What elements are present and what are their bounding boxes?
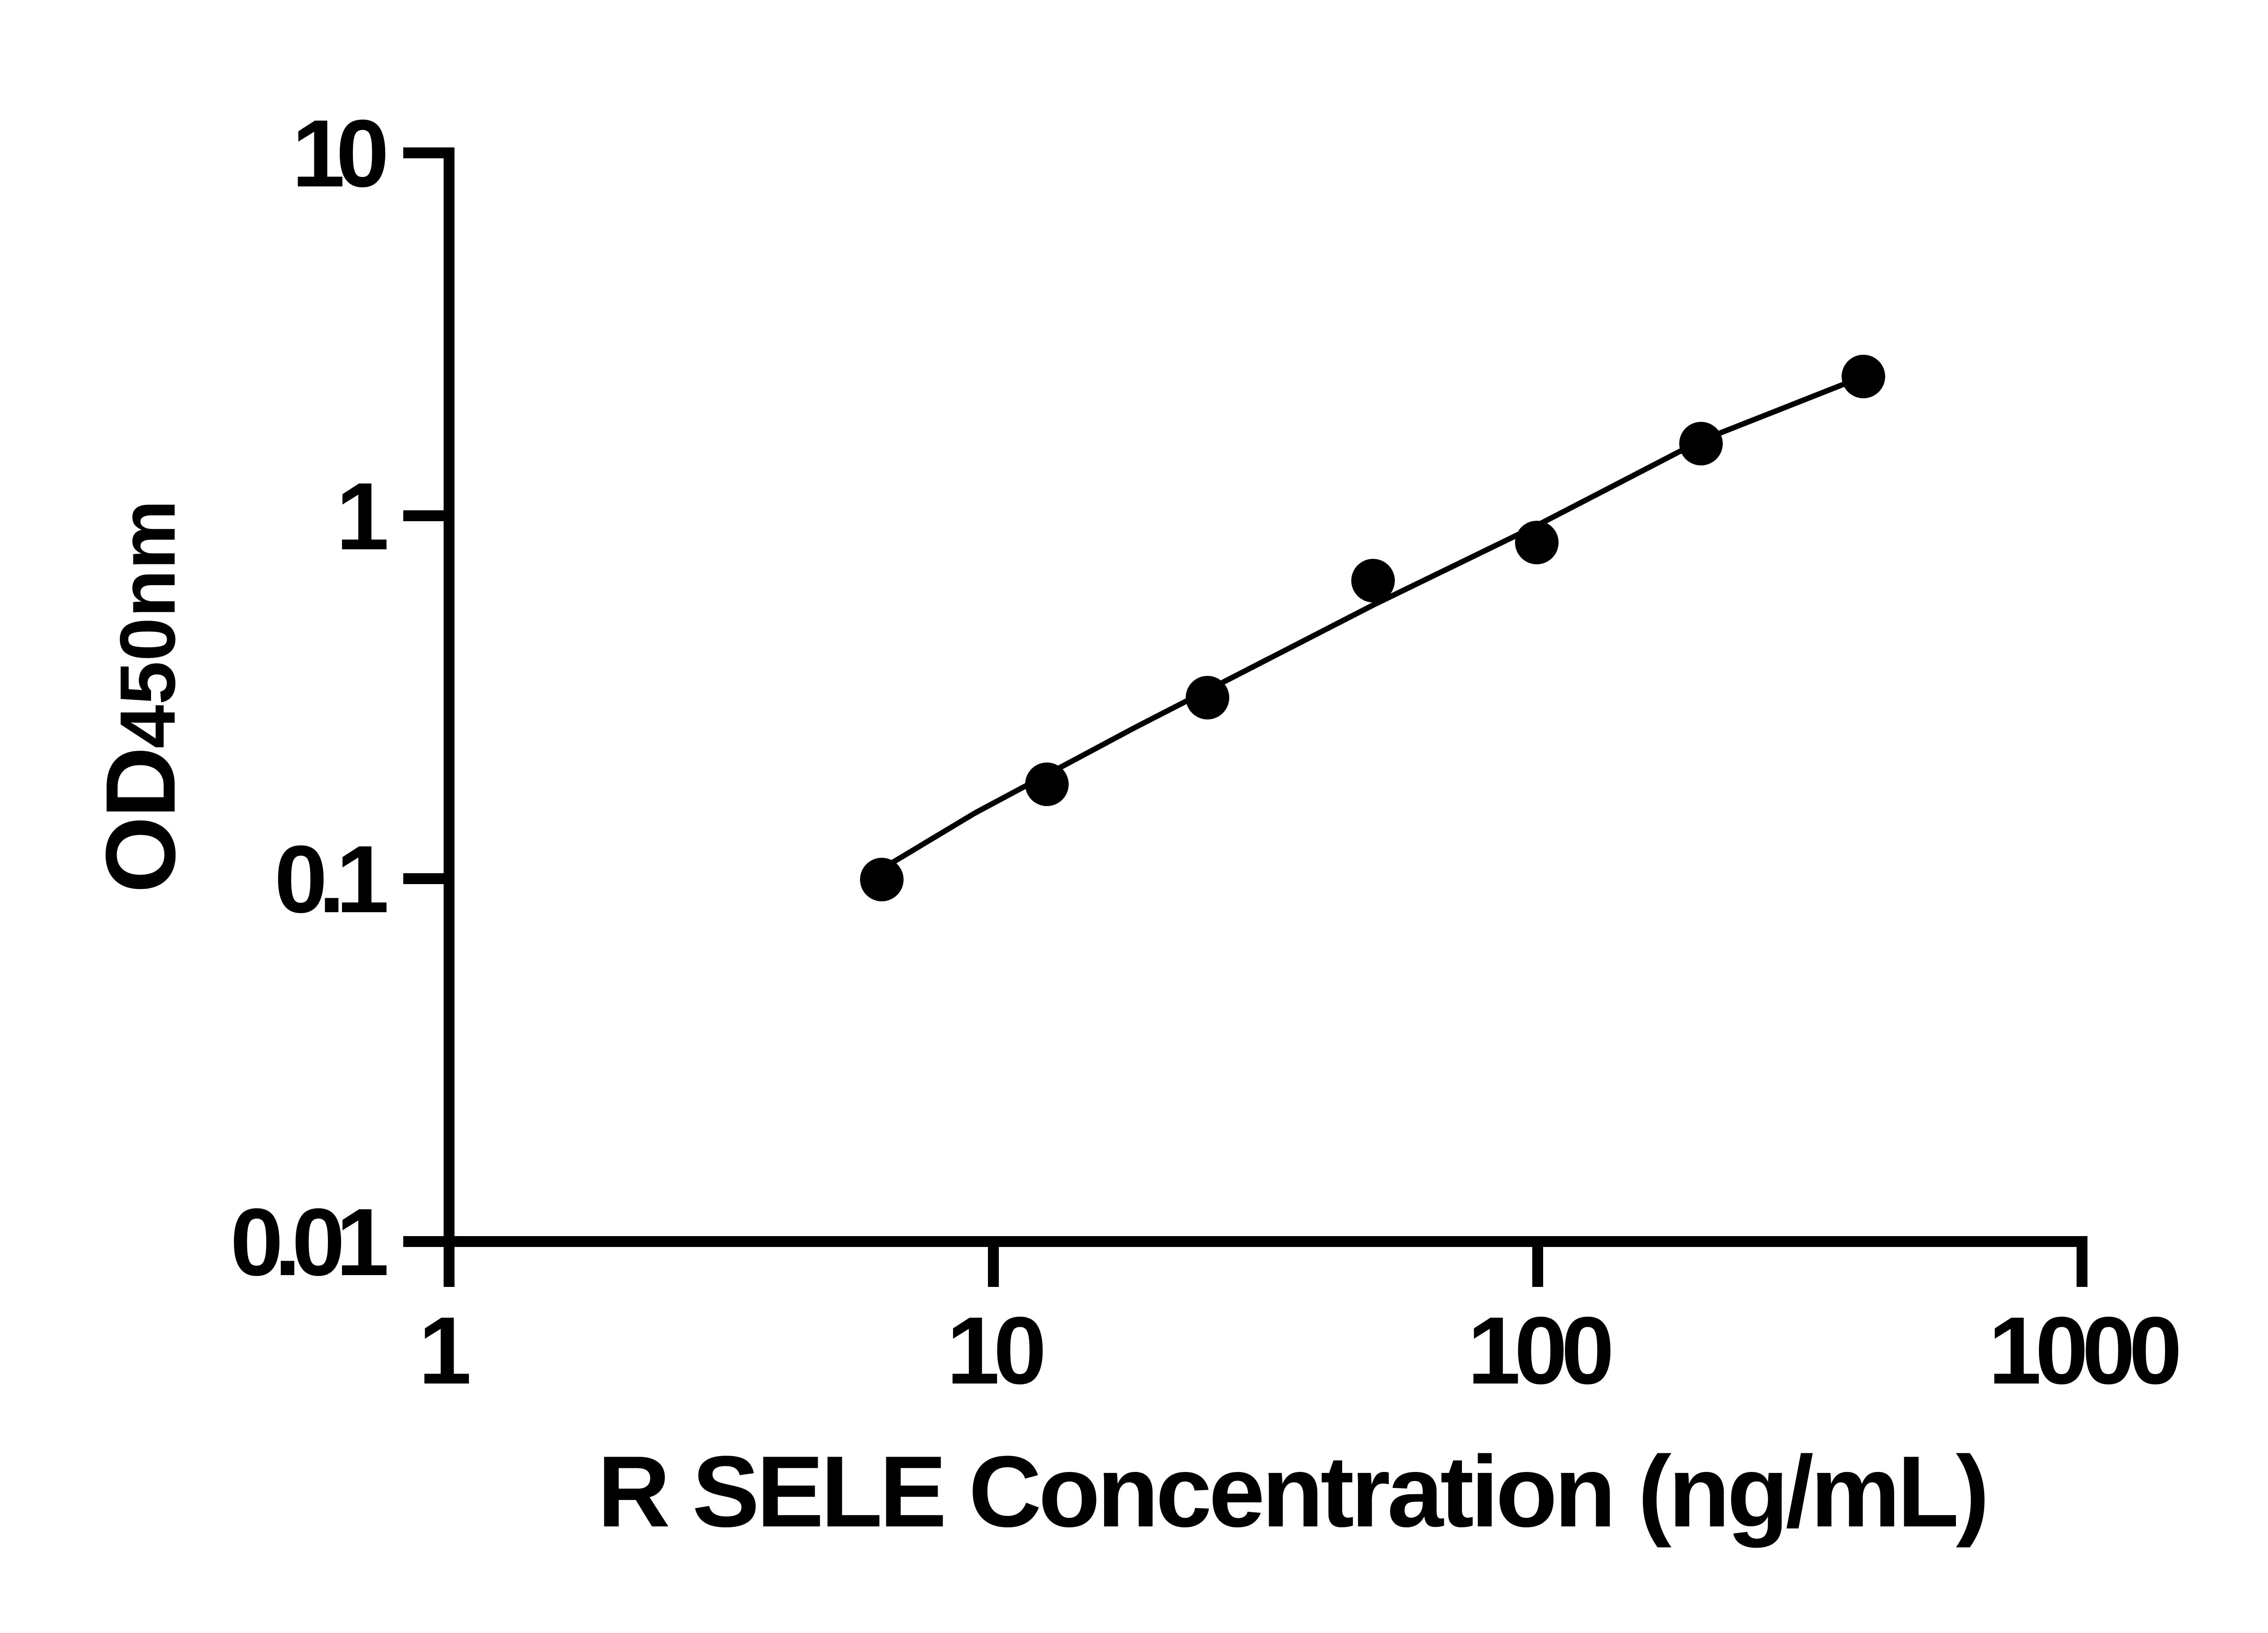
svg-text:10: 10 xyxy=(947,1297,1043,1404)
svg-text:R SELE Concentration (ng/mL): R SELE Concentration (ng/mL) xyxy=(597,1435,1986,1548)
svg-text:OD450nm: OD450nm xyxy=(86,500,196,893)
svg-text:100: 100 xyxy=(1467,1297,1611,1404)
svg-text:10: 10 xyxy=(292,100,385,207)
svg-text:1000: 1000 xyxy=(1988,1297,2178,1404)
svg-text:0.1: 0.1 xyxy=(274,826,387,933)
svg-text:1: 1 xyxy=(418,1297,469,1404)
svg-text:1: 1 xyxy=(336,463,387,570)
svg-text:0.01: 0.01 xyxy=(230,1188,386,1296)
